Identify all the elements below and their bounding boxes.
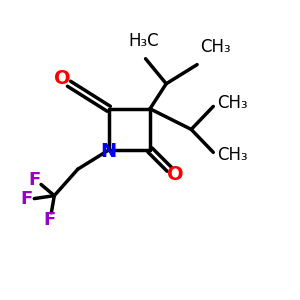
Text: F: F (44, 211, 56, 229)
Text: CH₃: CH₃ (217, 94, 248, 112)
Text: CH₃: CH₃ (217, 146, 248, 164)
Text: O: O (167, 165, 184, 184)
Text: F: F (21, 190, 33, 208)
Text: O: O (54, 69, 71, 88)
Text: CH₃: CH₃ (200, 38, 231, 56)
Text: N: N (100, 142, 116, 161)
Text: H₃C: H₃C (129, 32, 159, 50)
Text: F: F (28, 171, 41, 189)
